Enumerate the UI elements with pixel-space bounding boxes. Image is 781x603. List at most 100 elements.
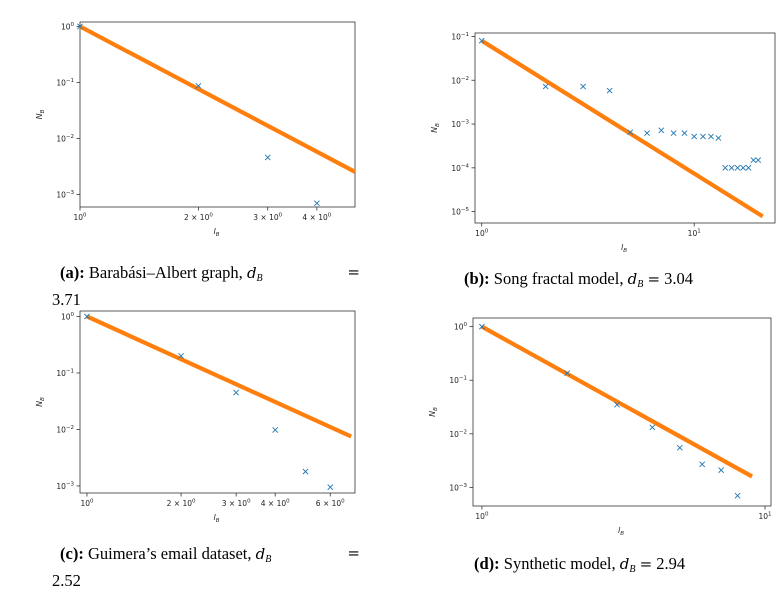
x-tick-label-d-0: 100	[475, 512, 489, 522]
data-point-c-3	[272, 427, 279, 433]
caption-a-value: 3.71	[52, 290, 81, 309]
caption-b-label: (b):	[464, 269, 490, 288]
data-point-b-9	[691, 133, 698, 140]
data-point-c-1	[178, 353, 184, 359]
data-point-d-4	[676, 444, 683, 451]
y-tick-label-c-3: 10−3	[56, 481, 74, 491]
data-point-a-1	[195, 82, 202, 89]
data-point-b-11	[708, 133, 714, 140]
caption-c-text: Guimera’s email dataset,	[87, 544, 252, 563]
y-tick-label-b-0: 10−1	[451, 32, 469, 42]
y-axis-label-d: NB	[428, 407, 439, 417]
chart-panel-b: 100 101 10−1 10−2 10−3 10−4 10−5 lB NB (b): Song…	[400, 0, 781, 300]
x-tick-label-a-0: 100	[73, 213, 87, 223]
caption-d-label: (d):	[474, 554, 500, 573]
x-tick-label-d-1: 101	[758, 512, 771, 522]
y-axis-label-c: NB	[35, 397, 46, 407]
data-point-a-2	[264, 154, 271, 161]
y-tick-label-c-1: 10−1	[56, 368, 74, 378]
caption-a-subscript: B	[256, 273, 263, 284]
caption-b-subscript: B	[637, 279, 644, 290]
fit-line-d	[480, 324, 754, 479]
data-point-c-0	[84, 313, 90, 320]
caption-b-symbol: d	[627, 270, 638, 288]
x-tick-label-a-3: 4 × 100	[302, 213, 331, 223]
caption-d-equals: =	[639, 555, 653, 573]
caption-d-value: 2.94	[656, 554, 686, 573]
caption-c-value: 2.52	[52, 571, 81, 590]
fit-line-c	[86, 314, 353, 439]
data-point-b-6	[658, 127, 665, 134]
data-point-b-0	[478, 37, 485, 44]
y-tick-label-c-0: 100	[61, 312, 75, 322]
caption-a-text: Barabási–Albert graph,	[88, 263, 243, 282]
y-tick-label-a-0: 100	[61, 22, 75, 32]
data-point-d-2	[614, 401, 620, 408]
y-axis-label-b: NB	[430, 123, 441, 133]
data-point-b-14	[728, 164, 735, 171]
plot-frame-a	[79, 21, 356, 208]
y-tick-label-c-2: 10−2	[56, 425, 74, 435]
x-axis-label-a: lB	[214, 227, 220, 238]
caption-b-text: Song fractal model,	[493, 269, 624, 288]
data-point-b-4	[627, 129, 634, 136]
data-point-b-19	[755, 157, 762, 164]
plot-frame-b	[474, 32, 776, 224]
data-point-d-7	[734, 492, 741, 499]
data-point-b-7	[670, 130, 677, 137]
caption-c-symbol: d	[255, 545, 266, 563]
data-point-a-3	[313, 200, 320, 207]
data-point-c-4	[302, 468, 309, 475]
y-tick-label-d-3: 10−3	[449, 483, 467, 493]
chart-panel-c: 100 2 × 100 3 × 100 4 × 100 6 × 100 100 10−1 10…	[0, 303, 390, 603]
chart-b-svg: 100 101 10−1 10−2 10−3 10−4 10−5 lB NB	[430, 32, 776, 254]
data-point-b-18	[750, 157, 757, 164]
y-axis-label-a: NB	[35, 109, 46, 119]
y-tick-label-d-0: 100	[454, 322, 468, 332]
plot-frame-d	[472, 317, 772, 507]
caption-a-symbol: d	[246, 264, 257, 282]
x-tick-label-c-2: 3 × 100	[222, 499, 251, 509]
caption-d-subscript: B	[629, 564, 636, 575]
data-point-c-2	[233, 389, 240, 396]
y-tick-label-a-1: 10−1	[56, 78, 74, 88]
caption-b-value: 3.04	[664, 269, 694, 288]
caption-a-equals: =	[347, 263, 360, 281]
data-point-a-0	[77, 23, 83, 30]
data-point-b-10	[700, 133, 706, 140]
data-point-d-0	[479, 323, 485, 330]
x-tick-label-c-0: 100	[80, 499, 94, 509]
data-point-d-3	[649, 424, 656, 431]
y-tick-label-d-1: 10−1	[449, 376, 467, 386]
data-point-d-1	[564, 370, 571, 377]
caption-d-symbol: d	[619, 555, 630, 573]
data-point-b-17	[745, 164, 752, 171]
chart-panel-d: 100 101 100 10−1 10−2 10−3 lB NB (d): Synthetic…	[400, 303, 781, 603]
data-point-b-16	[740, 164, 747, 171]
plot-frame-c	[79, 310, 356, 494]
data-point-b-3	[606, 87, 613, 94]
y-tick-label-b-4: 10−5	[451, 207, 469, 217]
x-tick-label-c-4: 6 × 100	[316, 499, 345, 509]
y-tick-label-a-2: 10−2	[56, 134, 74, 144]
y-tick-label-a-3: 10−3	[56, 190, 74, 200]
data-point-b-2	[580, 83, 587, 90]
y-tick-label-b-3: 10−4	[451, 163, 469, 173]
x-tick-label-a-2: 3 × 100	[253, 213, 282, 223]
x-tick-label-b-0: 100	[475, 229, 489, 239]
caption-c: (c): Guimera’s email dataset, dB = 2.52	[52, 543, 360, 591]
x-axis-label-c: lB	[214, 513, 220, 524]
caption-b-equals: =	[647, 270, 661, 288]
x-tick-label-a-1: 2 × 100	[184, 213, 213, 223]
y-tick-label-d-2: 10−2	[449, 429, 467, 439]
chart-d-svg: 100 101 100 10−1 10−2 10−3 lB NB	[428, 317, 772, 537]
caption-d-text: Synthetic model,	[503, 554, 616, 573]
data-point-b-1	[542, 83, 549, 90]
y-tick-label-b-1: 10−2	[451, 76, 469, 86]
caption-c-label: (c):	[60, 544, 84, 563]
data-point-d-6	[718, 467, 725, 474]
x-axis-label-b: lB	[621, 243, 627, 254]
caption-a-label: (a):	[60, 263, 85, 282]
x-tick-label-b-1: 101	[688, 229, 701, 239]
chart-panel-a: 100 2 × 100 3 × 100 4 × 100 100 10−1 10−2 10−3 l…	[0, 0, 390, 309]
